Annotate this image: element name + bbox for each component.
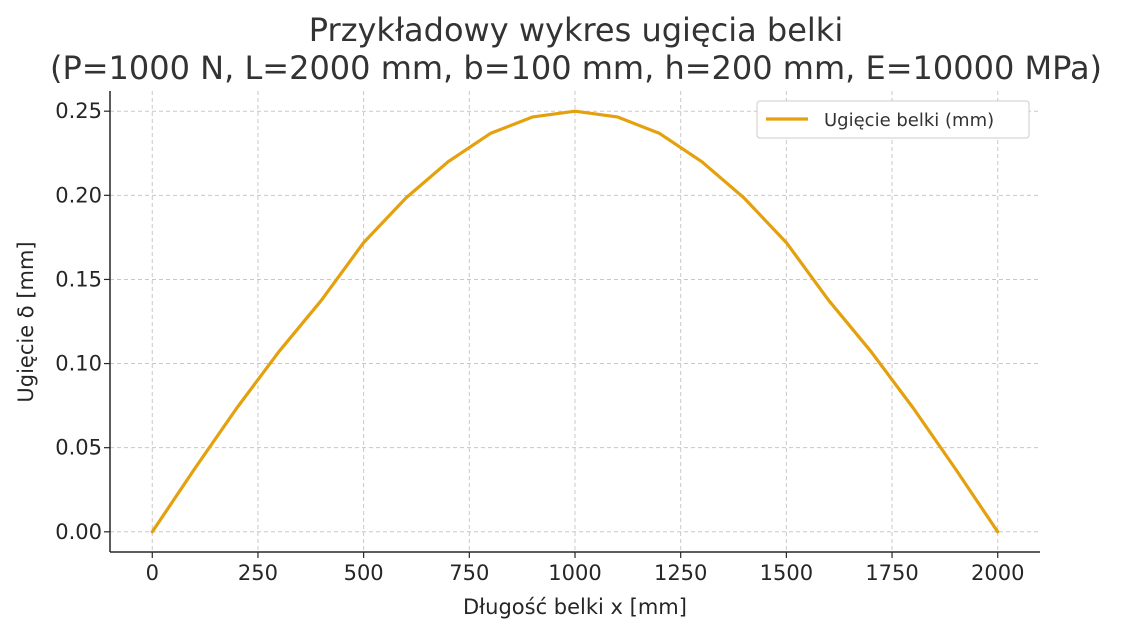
x-tick-label-8: 2000	[971, 561, 1024, 585]
y-tick-label-1: 0.05	[55, 436, 102, 460]
y-axis-ticks: 0.00 0.05 0.10 0.15 0.20 0.25	[55, 99, 110, 544]
x-axis-ticks: 0 250 500 750 1000 1250 1500 1750 2000	[146, 552, 1024, 585]
x-tick-label-5: 1250	[654, 561, 707, 585]
x-tick-label-4: 1000	[548, 561, 601, 585]
legend-label: Ugięcie belki (mm)	[824, 110, 994, 131]
x-tick-label-6: 1500	[760, 561, 813, 585]
x-tick-label-3: 750	[449, 561, 489, 585]
y-tick-label-4: 0.20	[55, 183, 102, 207]
x-tick-label-1: 250	[238, 561, 278, 585]
legend-box	[756, 100, 1030, 139]
y-tick-label-3: 0.15	[55, 267, 102, 291]
series-layer	[150, 109, 1000, 534]
y-tick-label-5: 0.25	[55, 99, 102, 123]
y-tick-label-2: 0.10	[55, 352, 102, 376]
y-axis-label: Ugięcie δ [mm]	[14, 241, 38, 402]
x-tick-label-0: 0	[146, 561, 159, 585]
x-axis-label: Długość belki x [mm]	[463, 595, 687, 619]
x-tick-label-2: 500	[344, 561, 384, 585]
legend: Ugięcie belki (mm)	[756, 100, 1030, 139]
y-tick-label-0: 0.00	[55, 520, 102, 544]
chart-title-line-1: Przykładowy wykres ugięcia belki	[309, 11, 843, 49]
axes-spines	[109, 91, 1040, 553]
x-tick-label-7: 1750	[865, 561, 918, 585]
chart-title-line-2: (P=1000 N, L=2000 mm, b=100 mm, h=200 mm…	[50, 49, 1102, 87]
series-line-0	[150, 109, 1000, 534]
grid-layer	[110, 91, 1040, 552]
